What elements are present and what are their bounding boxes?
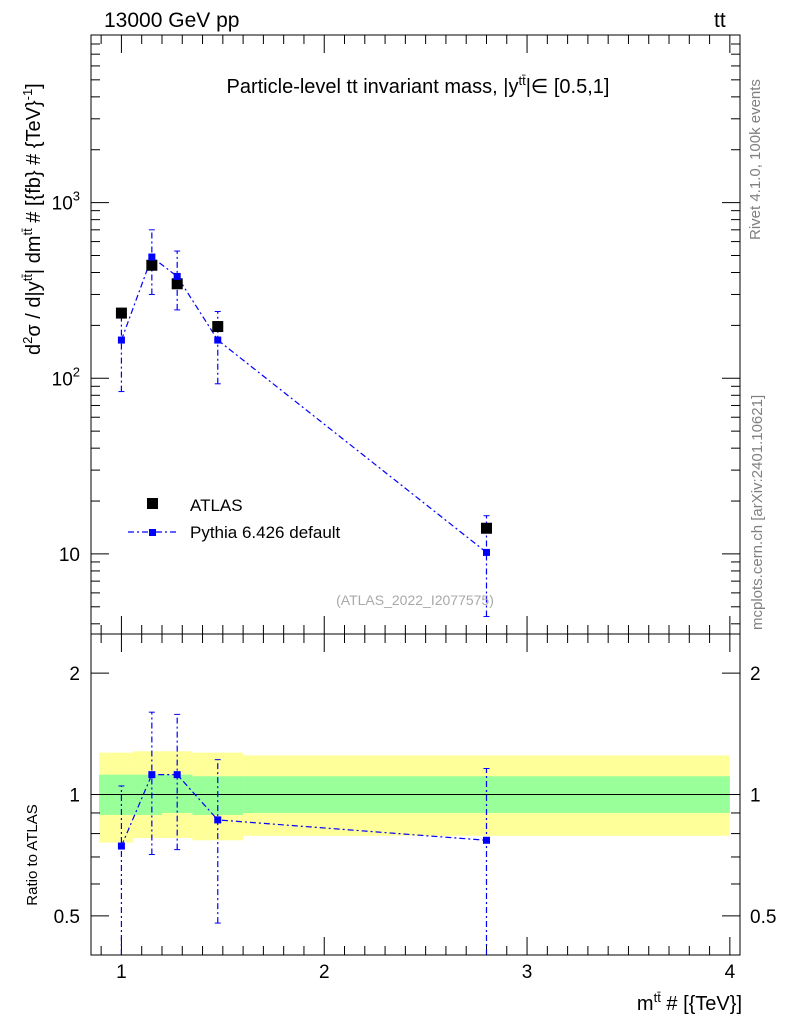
ratio-y-tick-label-right: 2 (750, 664, 761, 685)
mc-point (214, 336, 222, 344)
main-y-tick-labels: 10 102 103 (52, 189, 80, 566)
legend-atlas-label: ATLAS (190, 496, 243, 515)
ratio-series (117, 711, 490, 955)
ratio-axis-ticks (91, 634, 740, 956)
mcplots-label: mcplots.cern.ch [arXiv:2401.10621] (749, 395, 766, 630)
x-tick-label: 1 (116, 962, 127, 983)
main-axis-ticks (91, 34, 740, 634)
legend-atlas-marker (147, 498, 158, 509)
ratio-y-axis-label: Ratio to ATLAS (24, 804, 41, 905)
ratio-uncertainty-bands (99, 751, 730, 843)
legend-pythia-marker (149, 529, 156, 536)
mc-point (482, 548, 490, 556)
ratio-frame (90, 633, 741, 956)
mc-line (120, 256, 487, 553)
x-tick-labels: 1 2 3 4 (116, 962, 735, 983)
ratio-y-tick-label-left: 0.5 (54, 907, 80, 928)
process-main: tt (714, 9, 726, 32)
main-plot: Particle-level tt invariant mass, |ytt̄|… (20, 34, 741, 635)
ratio-mc-point (482, 836, 490, 844)
legend-pythia-label: Pythia 6.426 default (190, 523, 341, 542)
y-tick-label: 102 (52, 364, 80, 390)
main-frame (90, 34, 741, 635)
ratio-mc-point (173, 771, 181, 779)
mc-point (173, 272, 181, 280)
main-series (115, 229, 492, 618)
ratio-y-tick-label-right: 1 (750, 786, 761, 807)
mc-point (148, 253, 156, 261)
atlas-point (480, 522, 492, 534)
y-tick-label: 10 (59, 545, 80, 566)
x-tick-label: 4 (725, 962, 736, 983)
energy-label: 13000 GeV pp (104, 9, 239, 32)
atlas-point (171, 278, 183, 290)
ratio-y-tick-label-left: 2 (69, 664, 80, 685)
y-axis-label: d2σ / d|ytt̄| dmtt̄ # [{fb} # {TeV}-1] (20, 83, 45, 355)
y-tick-label: 103 (52, 189, 80, 215)
ratio-mc-point (117, 842, 125, 850)
plot-title: Particle-level tt invariant mass, |ytt̄|… (227, 73, 610, 98)
ratio-plot: 0.5 0.5 1 1 2 2 1 2 3 4 Ratio to ATLAS mtt̄ # [{… (24, 633, 777, 1015)
x-tick-label: 2 (319, 962, 330, 983)
analysis-watermark: (ATLAS_2022_I2077575) (336, 592, 494, 608)
atlas-point (212, 321, 224, 333)
ratio-y-tick-label-right: 0.5 (750, 907, 776, 928)
ratio-y-tick-labels: 0.5 0.5 1 1 2 2 (54, 664, 777, 928)
mc-point (117, 336, 125, 344)
process-label: tt ̄ (714, 9, 726, 32)
atlas-point (115, 307, 127, 319)
x-tick-label: 3 (522, 962, 533, 983)
x-axis-label: mtt̄ # [{TeV}] (637, 990, 742, 1015)
rivet-label: Rivet 4.1.0, 100k events (747, 79, 764, 240)
ratio-mc-point (214, 816, 222, 824)
ratio-y-tick-label-left: 1 (69, 786, 80, 807)
ratio-mc-point (148, 771, 156, 779)
atlas-point (146, 259, 158, 271)
legend: ATLAS Pythia 6.426 default (128, 496, 341, 542)
